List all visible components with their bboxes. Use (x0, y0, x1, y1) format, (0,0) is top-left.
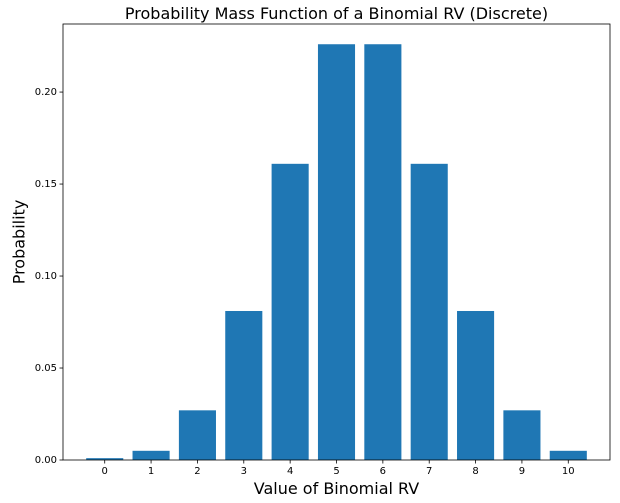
bar-2 (178, 410, 216, 460)
y-tick-label: 0.15 (35, 179, 57, 190)
x-tick-label: 0 (102, 466, 108, 477)
bars-group (86, 44, 587, 461)
x-tick-label: 9 (519, 466, 525, 477)
y-tick-label: 0.10 (35, 271, 57, 282)
bar-10 (549, 450, 587, 460)
x-tick-label: 2 (194, 466, 200, 477)
bar-3 (225, 310, 263, 460)
y-ticks-group: 0.00 0.05 0.10 0.15 0.20 (35, 87, 63, 466)
x-tick-label: 8 (472, 466, 478, 477)
x-tick-label: 10 (562, 466, 575, 477)
x-ticks-group: 0 1 2 3 4 5 6 7 8 9 10 (102, 460, 575, 477)
bar-9 (503, 410, 541, 460)
y-tick-label: 0.20 (35, 87, 57, 98)
x-axis-label: Value of Binomial RV (254, 479, 419, 498)
plot-frame (62, 23, 611, 461)
bar-7 (410, 163, 448, 461)
bar-6 (364, 44, 402, 460)
y-tick-label: 0.05 (35, 363, 57, 374)
x-tick-label: 1 (148, 466, 154, 477)
bar-1 (132, 450, 170, 460)
bar-0 (86, 458, 124, 460)
x-tick-label: 6 (380, 466, 386, 477)
x-tick-label: 7 (426, 466, 432, 477)
y-axis-label-group: Probability (10, 200, 29, 285)
y-axis-label: Probability (10, 200, 29, 285)
x-tick-label: 5 (333, 466, 339, 477)
bar-8 (457, 310, 495, 460)
x-tick-label: 3 (241, 466, 247, 477)
x-tick-label: 4 (287, 466, 293, 477)
bar-5 (317, 44, 356, 460)
bar-4 (271, 163, 309, 461)
chart-title: Probability Mass Function of a Binomial … (125, 4, 548, 23)
y-tick-label: 0.00 (35, 455, 57, 466)
